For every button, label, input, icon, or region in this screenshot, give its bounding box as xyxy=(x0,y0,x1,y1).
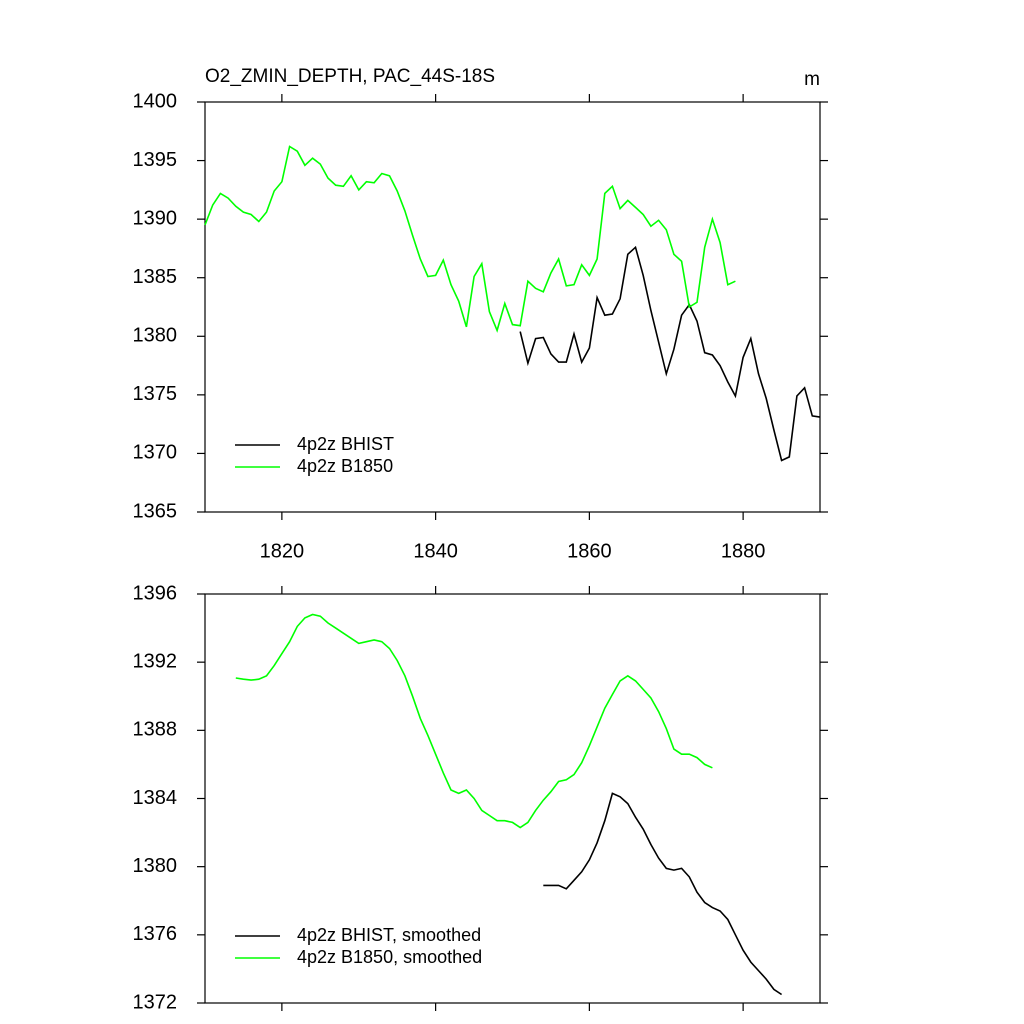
y-tick-label: 1380 xyxy=(133,325,178,347)
legend-label: 4p2z BHIST, smoothed xyxy=(297,925,481,945)
y-tick-label: 1388 xyxy=(133,719,178,741)
x-tick-label: 1820 xyxy=(260,540,305,562)
y-tick-label: 1392 xyxy=(133,650,178,672)
y-tick-label: 1380 xyxy=(133,855,178,877)
plot-frame xyxy=(204,101,821,513)
data-line xyxy=(543,792,783,996)
x-tick-label: 1880 xyxy=(721,540,766,562)
chart-title: O2_ZMIN_DEPTH, PAC_44S-18S xyxy=(205,66,495,87)
legend-label: 4p2z BHIST xyxy=(297,434,394,454)
data-line xyxy=(204,145,736,333)
y-tick-label: 1390 xyxy=(133,207,178,229)
data-line xyxy=(235,613,713,829)
y-tick-label: 1375 xyxy=(133,383,178,405)
x-tick-label: 1840 xyxy=(413,540,458,562)
x-tick-label: 1860 xyxy=(567,540,612,562)
units-label: m xyxy=(804,69,820,90)
legend-label: 4p2z B1850, smoothed xyxy=(297,947,482,967)
y-tick-label: 1365 xyxy=(133,500,178,522)
y-tick-label: 1400 xyxy=(133,90,178,112)
y-tick-label: 1384 xyxy=(133,787,178,809)
data-line xyxy=(519,245,821,462)
y-tick-label: 1370 xyxy=(133,442,178,464)
y-tick-label: 1385 xyxy=(133,266,178,288)
y-tick-label: 1396 xyxy=(133,582,178,604)
legend-label: 4p2z B1850 xyxy=(297,456,393,476)
y-tick-label: 1395 xyxy=(133,149,178,171)
y-tick-label: 1376 xyxy=(133,923,178,945)
y-tick-label: 1372 xyxy=(133,991,178,1013)
